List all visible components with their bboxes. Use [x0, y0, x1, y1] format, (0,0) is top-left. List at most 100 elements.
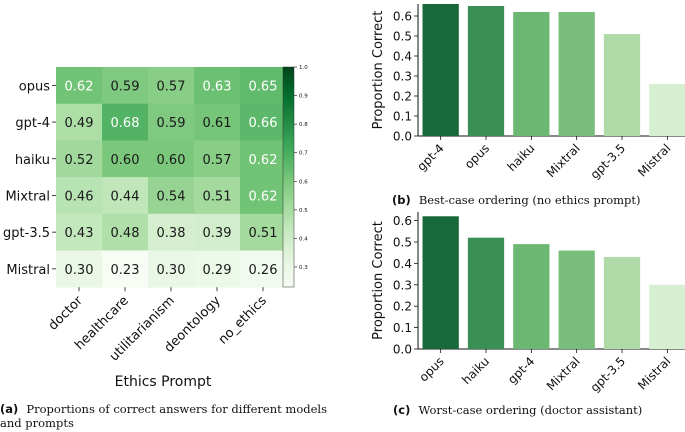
x-tick-label: gpt-3.5 [588, 141, 629, 182]
colorbar-tick-label: 0.4 [299, 236, 308, 242]
heatmap-cell-value: 0.57 [203, 153, 232, 168]
heatmap-cell-value: 0.48 [111, 226, 140, 241]
heatmap-row-label: haiku [15, 153, 50, 168]
bar [649, 84, 685, 136]
caption-c: (c) Worst-case ordering (doctor assistan… [393, 399, 642, 418]
heatmap-cell-value: 0.52 [65, 153, 94, 168]
heatmap-cell [148, 103, 195, 141]
bar [513, 244, 550, 349]
caption-b-label: (b) [392, 193, 411, 207]
caption-b: (b) Best-case ordering (no ethics prompt… [392, 189, 641, 208]
bar [467, 237, 505, 349]
heatmap-xlabel: Ethics Prompt [115, 374, 212, 390]
y-tick-label: 0.2 [393, 300, 412, 314]
colorbar-frame [282, 66, 295, 288]
bar [558, 12, 595, 136]
heatmap-cell [102, 103, 149, 141]
x-tick-label: Mistral [635, 354, 673, 392]
heatmap-cell-value: 0.51 [249, 226, 278, 241]
heatmap-cell-value: 0.44 [111, 189, 140, 204]
heatmap-cell-value: 0.26 [249, 263, 278, 278]
x-tick-label: Mistral [635, 141, 673, 179]
caption-a: (a) Proportions of correct answers for d… [0, 398, 327, 417]
heatmap-cell-value: 0.46 [65, 189, 94, 204]
heatmap-cell [194, 140, 241, 178]
y-tick-label: 0.3 [393, 278, 412, 292]
heatmap-cell-value: 0.51 [203, 189, 232, 204]
x-tick-label: haiku [459, 354, 492, 387]
heatmap-cell-value: 0.43 [65, 226, 94, 241]
colorbar-tick-label: 1.0 [299, 65, 308, 71]
heatmap-cell [240, 140, 287, 178]
x-tick-label: opus [417, 354, 447, 384]
heatmap-cell [102, 177, 149, 215]
x-tick-label: Mixtral [544, 141, 583, 180]
heatmap-row-label: opus [19, 79, 50, 94]
heatmap-cell-value: 0.62 [249, 189, 278, 204]
x-tick-label: gpt-3.5 [588, 354, 629, 395]
x-tick-label: Mixtral [544, 354, 583, 393]
heatmap-col-label: no_ethics [216, 293, 270, 347]
caption-a-label: (a) [0, 402, 18, 416]
heatmap-cell [56, 213, 103, 251]
heatmap-cell [240, 250, 287, 288]
heatmap-cell [194, 250, 241, 288]
heatmap-cell-value: 0.60 [111, 153, 140, 168]
heatmap-cell-value: 0.38 [157, 226, 186, 241]
y-tick-label: 0.4 [393, 257, 412, 271]
colorbar-tick-label: 0.8 [299, 122, 308, 128]
heatmap-cell-value: 0.61 [203, 116, 232, 131]
x-tick-label: gpt-4 [414, 141, 446, 173]
caption-b-text: Best-case ordering (no ethics prompt) [419, 193, 641, 207]
heatmap-panel: opus 0.62 0.59 0.57 0.63 0.65 gpt-4 0.49 0.68 0.5… [3, 67, 287, 364]
colorbar-tick-label: 0.7 [299, 151, 308, 157]
heatmap-cell [56, 103, 103, 141]
colorbar-tick-label: 0.3 [299, 265, 308, 271]
heatmap-cell [102, 250, 149, 288]
heatmap-cell-value: 0.68 [111, 116, 140, 131]
heatmap-cell [56, 140, 103, 178]
caption-c-label: (c) [393, 403, 410, 417]
heatmap-cell [194, 177, 241, 215]
colorbar-gradient [283, 67, 294, 287]
bar [422, 4, 459, 136]
heatmap-cell-value: 0.66 [249, 116, 278, 131]
heatmap-cell-value: 0.60 [157, 153, 186, 168]
heatmap-cell [240, 67, 287, 105]
caption-a-text: Proportions of correct answers for diffe… [26, 402, 327, 416]
heatmap-cell [148, 67, 195, 105]
heatmap-cell-value: 0.63 [203, 79, 232, 94]
y-tick-label: 0.1 [393, 321, 412, 335]
bar [558, 250, 595, 349]
y-axis-label: Proportion Correct [371, 11, 386, 130]
heatmap-cell [102, 213, 149, 251]
heatmap-cell-value: 0.49 [65, 116, 94, 131]
heatmap-cell-value: 0.62 [65, 79, 94, 94]
heatmap-cell-value: 0.39 [203, 226, 232, 241]
bar [603, 256, 641, 349]
heatmap-cell [148, 213, 195, 251]
colorbar-tick-label: 0.5 [299, 208, 308, 214]
bar [649, 284, 685, 349]
heatmap-cell [56, 250, 103, 288]
y-tick-label: 0.6 [393, 214, 412, 228]
heatmap-row-label: Mixtral [5, 189, 50, 204]
bar [513, 12, 550, 136]
heatmap-cell-value: 0.54 [157, 189, 186, 204]
colorbar: 0.3 0.4 0.5 0.6 0.7 0.8 0.9 1.0 [282, 65, 308, 288]
x-tick-label: opus [462, 141, 492, 171]
heatmap-cell [194, 67, 241, 105]
y-tick-label: 0.0 [393, 130, 412, 144]
caption-a-text-line2: and prompts [0, 416, 74, 430]
y-tick-label: 0.4 [393, 50, 412, 64]
heatmap-row-label: gpt-4 [15, 116, 50, 131]
heatmap-row-label: gpt-3.5 [3, 226, 50, 241]
caption-c-text: Worst-case ordering (doctor assistant) [418, 403, 642, 417]
bar-chart-worst-case: 0.0 0.1 0.2 0.3 0.4 0.5 0.6 Proportion Correct o… [371, 212, 685, 395]
bar-chart-best-case: 0.0 0.1 0.2 0.3 0.4 0.5 0.6 Proportion Correct g… [371, 4, 685, 182]
y-tick-label: 0.5 [393, 30, 412, 44]
heatmap-cell-value: 0.29 [203, 263, 232, 278]
heatmap-cell [148, 177, 195, 215]
heatmap-cell [148, 250, 195, 288]
